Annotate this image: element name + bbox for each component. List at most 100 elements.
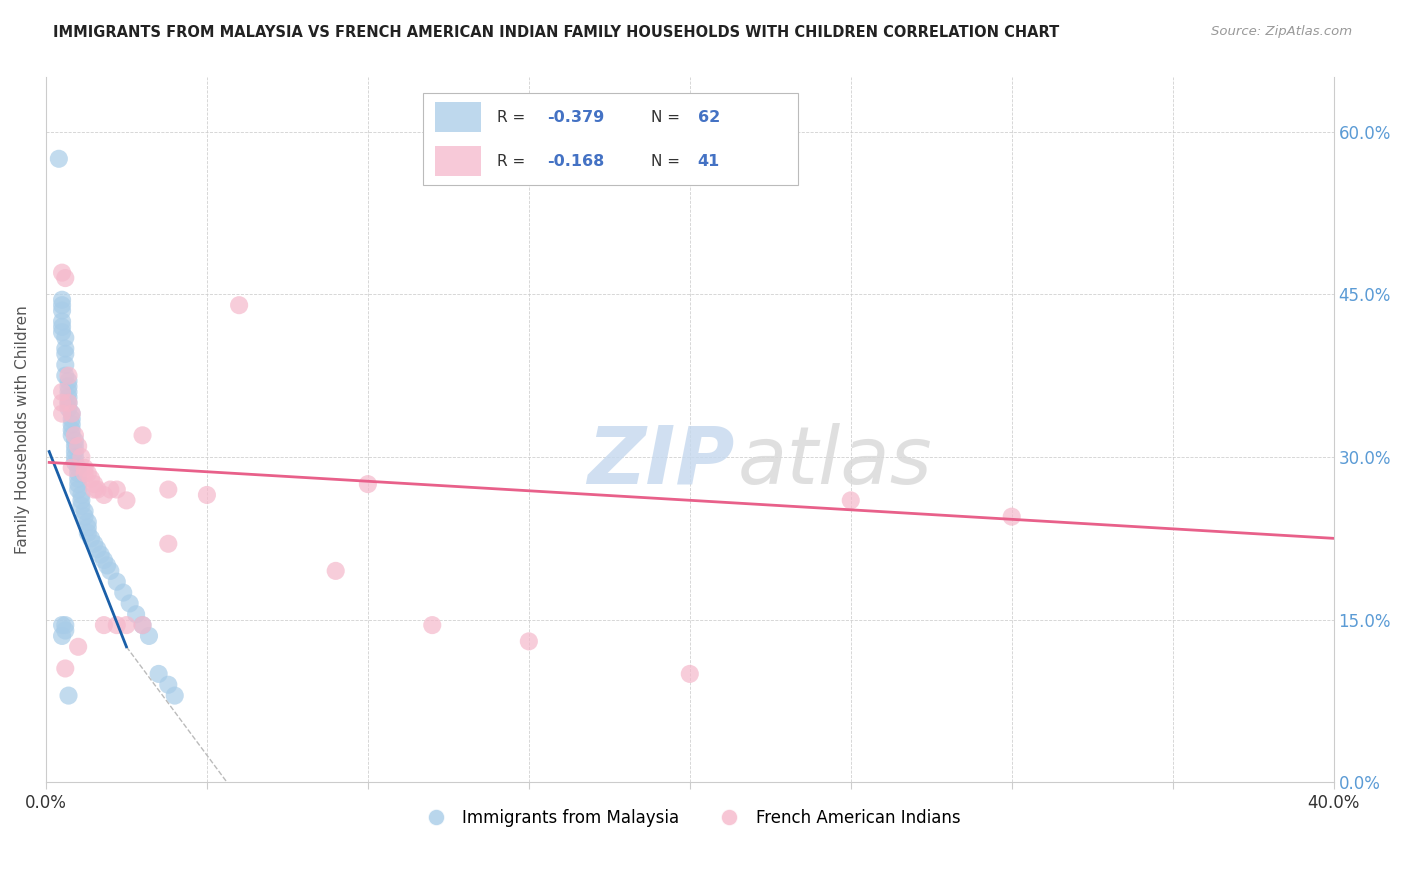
Point [138,629,160,643]
Y-axis label: Family Households with Children: Family Households with Children [15,306,30,554]
Point [51,303,73,318]
Point [58,379,80,393]
Point [115,618,138,632]
Point [73,467,96,481]
Point [60,407,83,421]
Point [90,548,112,562]
Point [76,520,98,534]
Point [67,477,90,491]
Point [53,342,76,356]
Point [63,428,86,442]
Point [228,298,250,312]
Point [73,460,96,475]
Point [53,271,76,285]
Point [131,428,153,442]
Point [67,460,90,475]
Point [118,596,141,610]
Point [60,412,83,426]
Point [60,460,83,475]
Point [76,467,98,481]
Point [86,542,108,557]
Point [195,488,218,502]
Point [51,266,73,280]
Point [60,407,83,421]
Point [67,640,90,654]
Point [131,618,153,632]
Point [51,298,73,312]
Point [67,439,90,453]
Point [76,515,98,529]
Point [80,472,103,486]
Point [58,396,80,410]
Point [58,689,80,703]
Point [83,483,105,497]
Point [80,532,103,546]
Point [63,444,86,458]
Text: IMMIGRANTS FROM MALAYSIA VS FRENCH AMERICAN INDIAN FAMILY HOUSEHOLDS WITH CHILDR: IMMIGRANTS FROM MALAYSIA VS FRENCH AMERI… [53,25,1060,40]
Point [67,483,90,497]
Point [53,624,76,638]
Point [76,525,98,540]
Point [60,428,83,442]
Point [357,477,380,491]
Point [58,374,80,388]
Point [73,504,96,518]
Point [517,634,540,648]
Point [51,319,73,334]
Point [60,423,83,437]
Point [51,314,73,328]
Point [420,618,443,632]
Point [53,368,76,383]
Point [96,558,118,573]
Point [53,618,76,632]
Point [83,537,105,551]
Point [63,455,86,469]
Point [86,483,108,497]
Point [93,553,115,567]
Point [51,629,73,643]
Point [53,331,76,345]
Point [58,384,80,399]
Point [83,477,105,491]
Point [163,689,186,703]
Point [1001,509,1024,524]
Point [105,574,128,589]
Point [51,384,73,399]
Point [51,618,73,632]
Point [60,417,83,432]
Point [48,152,70,166]
Legend: Immigrants from Malaysia, French American Indians: Immigrants from Malaysia, French America… [412,803,967,834]
Point [98,564,121,578]
Point [157,678,180,692]
Point [125,607,148,622]
Point [679,666,702,681]
Point [67,472,90,486]
Point [53,347,76,361]
Point [131,618,153,632]
Text: Source: ZipAtlas.com: Source: ZipAtlas.com [1212,25,1353,38]
Point [58,396,80,410]
Point [58,390,80,404]
Point [93,618,115,632]
Point [53,661,76,675]
Text: ZIP: ZIP [588,423,735,500]
Point [325,564,347,578]
Point [67,467,90,481]
Point [93,488,115,502]
Point [105,483,128,497]
Point [839,493,862,508]
Point [70,493,93,508]
Point [70,450,93,464]
Point [112,585,135,599]
Text: atlas: atlas [738,423,932,500]
Point [63,439,86,453]
Point [51,407,73,421]
Point [70,499,93,513]
Point [63,450,86,464]
Point [51,326,73,340]
Point [148,666,170,681]
Point [157,483,180,497]
Point [98,483,121,497]
Point [115,493,138,508]
Point [58,401,80,416]
